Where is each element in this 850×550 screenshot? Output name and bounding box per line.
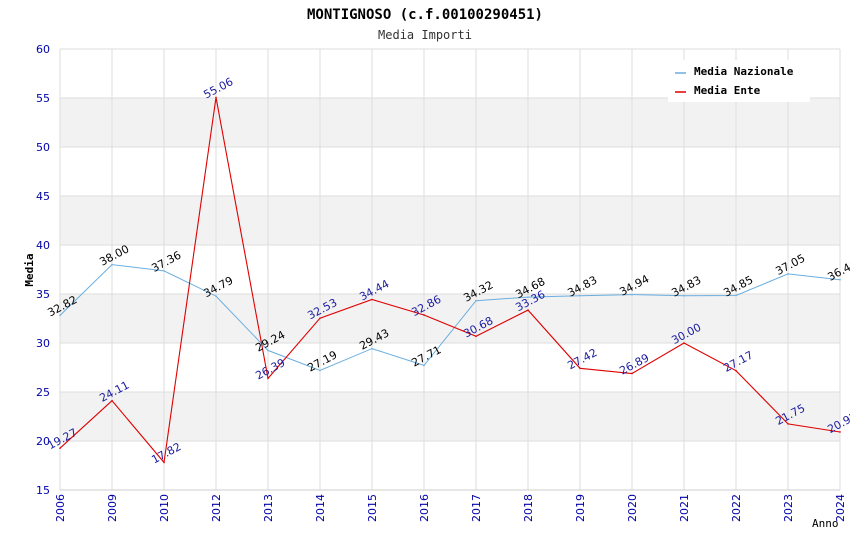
data-point-media-nazionale xyxy=(111,263,113,266)
data-label-media-nazionale: 27.19 xyxy=(305,348,339,374)
y-tick-label: 30 xyxy=(36,337,50,350)
data-point-media-nazionale xyxy=(163,270,165,272)
x-tick-label: 2024 xyxy=(834,494,847,522)
y-tick-label: 60 xyxy=(36,43,50,56)
plot-band xyxy=(60,294,840,343)
data-point-media-nazionale xyxy=(527,296,529,298)
series-lines xyxy=(59,96,841,464)
y-tick-label: 35 xyxy=(36,288,50,301)
chart-subtitle: Media Importi xyxy=(378,28,472,42)
data-point-media-nazionale xyxy=(371,347,373,350)
plot-band xyxy=(60,98,840,147)
data-point-media-ente xyxy=(527,309,529,311)
legend-label-media-ente: Media Ente xyxy=(694,84,761,97)
legend: Media Nazionale Media Ente xyxy=(668,60,810,102)
data-point-media-nazionale xyxy=(215,295,217,297)
data-label-media-nazionale: 37.36 xyxy=(149,249,183,275)
x-tick-label: 2010 xyxy=(158,494,171,522)
data-point-media-nazionale xyxy=(319,369,321,372)
data-point-media-nazionale xyxy=(579,294,581,297)
x-tick-label: 2009 xyxy=(106,494,119,522)
data-point-media-ente xyxy=(683,342,685,344)
y-tick-label: 20 xyxy=(36,435,50,448)
y-tick-label: 55 xyxy=(36,92,50,105)
data-point-media-ente xyxy=(423,314,425,316)
x-tick-label: 2013 xyxy=(262,494,275,522)
plot-band xyxy=(60,196,840,245)
data-point-media-nazionale xyxy=(59,314,61,317)
y-axis-label: Media xyxy=(23,253,36,286)
grid-lines xyxy=(59,48,841,491)
data-point-media-ente xyxy=(319,317,321,320)
data-point-media-ente xyxy=(735,369,737,372)
x-axis-label: Anno xyxy=(812,517,839,530)
data-point-media-nazionale xyxy=(631,293,633,296)
plot-bands xyxy=(60,98,840,441)
data-label-media-ente: 26.39 xyxy=(253,356,287,382)
y-tick-label: 45 xyxy=(36,190,50,203)
data-point-media-nazionale xyxy=(787,273,789,275)
x-tick-label: 2020 xyxy=(626,494,639,522)
data-point-media-nazionale xyxy=(839,278,841,281)
x-tick-label: 2006 xyxy=(54,494,67,522)
data-label-media-nazionale: 36.46 xyxy=(825,257,850,283)
data-point-media-ente xyxy=(787,423,789,425)
plot-band xyxy=(60,392,840,441)
data-label-media-nazionale: 27.71 xyxy=(409,343,443,369)
x-tick-label: 2012 xyxy=(210,494,223,522)
legend-label-media-nazionale: Media Nazionale xyxy=(694,65,794,78)
data-label-media-ente: 27.17 xyxy=(721,349,755,375)
x-tick-label: 2017 xyxy=(470,494,483,522)
data-point-media-nazionale xyxy=(267,349,269,352)
x-tick-label: 2018 xyxy=(522,494,535,522)
data-point-media-nazionale xyxy=(735,294,737,297)
y-axis-ticks: 15 20 25 30 35 40 45 50 55 60 xyxy=(36,43,50,497)
chart-title: MONTIGNOSO (c.f.00100290451) xyxy=(307,7,543,23)
data-point-media-ente xyxy=(475,335,477,338)
y-tick-label: 15 xyxy=(36,484,50,497)
x-axis-ticks: 2006 2009 2010 2012 2013 2014 2015 2016 2017 2018… xyxy=(54,494,847,522)
data-point-media-ente xyxy=(579,367,581,370)
x-tick-label: 2023 xyxy=(782,494,795,522)
data-point-media-nazionale xyxy=(475,299,477,302)
data-point-media-ente xyxy=(215,96,217,99)
data-point-media-ente xyxy=(267,377,269,380)
x-tick-label: 2021 xyxy=(678,494,691,522)
x-tick-label: 2022 xyxy=(730,494,743,522)
legend-background xyxy=(668,60,810,102)
series-line-media-ente xyxy=(59,97,841,464)
y-tick-label: 25 xyxy=(36,386,50,399)
x-tick-label: 2014 xyxy=(314,494,327,522)
data-point-media-ente xyxy=(59,447,61,449)
data-point-media-nazionale xyxy=(423,364,425,367)
data-label-media-ente: 26.89 xyxy=(617,351,651,377)
data-point-media-ente xyxy=(631,372,633,375)
x-tick-label: 2016 xyxy=(418,494,431,522)
y-tick-label: 50 xyxy=(36,141,50,154)
y-tick-label: 40 xyxy=(36,239,50,252)
x-tick-label: 2019 xyxy=(574,494,587,522)
data-point-media-ente xyxy=(839,431,841,433)
data-point-media-ente xyxy=(163,461,165,464)
data-point-media-ente xyxy=(111,399,113,402)
data-point-media-nazionale xyxy=(683,294,685,297)
x-tick-label: 2015 xyxy=(366,494,379,522)
data-point-media-ente xyxy=(371,298,373,301)
